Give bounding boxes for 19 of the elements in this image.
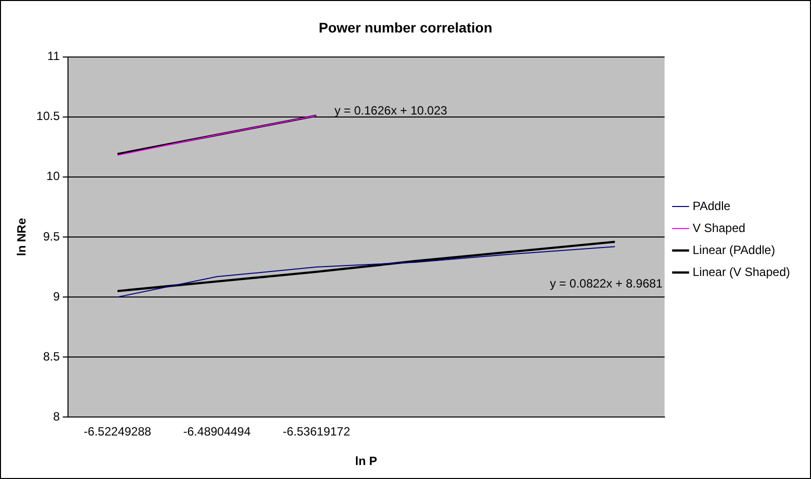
- y-tick-label: 11: [47, 49, 60, 64]
- x-tick-label: -6.53619172: [282, 424, 350, 439]
- y-tick-label: 9: [53, 289, 60, 304]
- y-tick-label: 9.5: [43, 229, 60, 244]
- y-tick-label: 8: [53, 410, 60, 424]
- y-tick-label: 10.5: [36, 109, 60, 124]
- y-axis-title: ln NRe: [14, 218, 29, 256]
- annotation: y = 0.0822x + 8.9681: [550, 276, 663, 290]
- x-tick-label: -6.48904494: [183, 424, 251, 439]
- legend-label: PAddle: [692, 198, 731, 213]
- x-tick-label: -6.52249288: [84, 424, 152, 439]
- y-tick-label: 10: [46, 169, 60, 184]
- x-axis-title: ln P: [355, 454, 378, 468]
- legend-label: Linear (V Shaped): [692, 264, 790, 279]
- y-tick-label: 8.5: [43, 349, 60, 364]
- chart-title: Power number correlation: [318, 19, 492, 36]
- legend-label: Linear (PAddle): [692, 242, 776, 257]
- annotation: y = 0.1626x + 10.023: [334, 103, 448, 118]
- legend-label: V Shaped: [692, 220, 746, 235]
